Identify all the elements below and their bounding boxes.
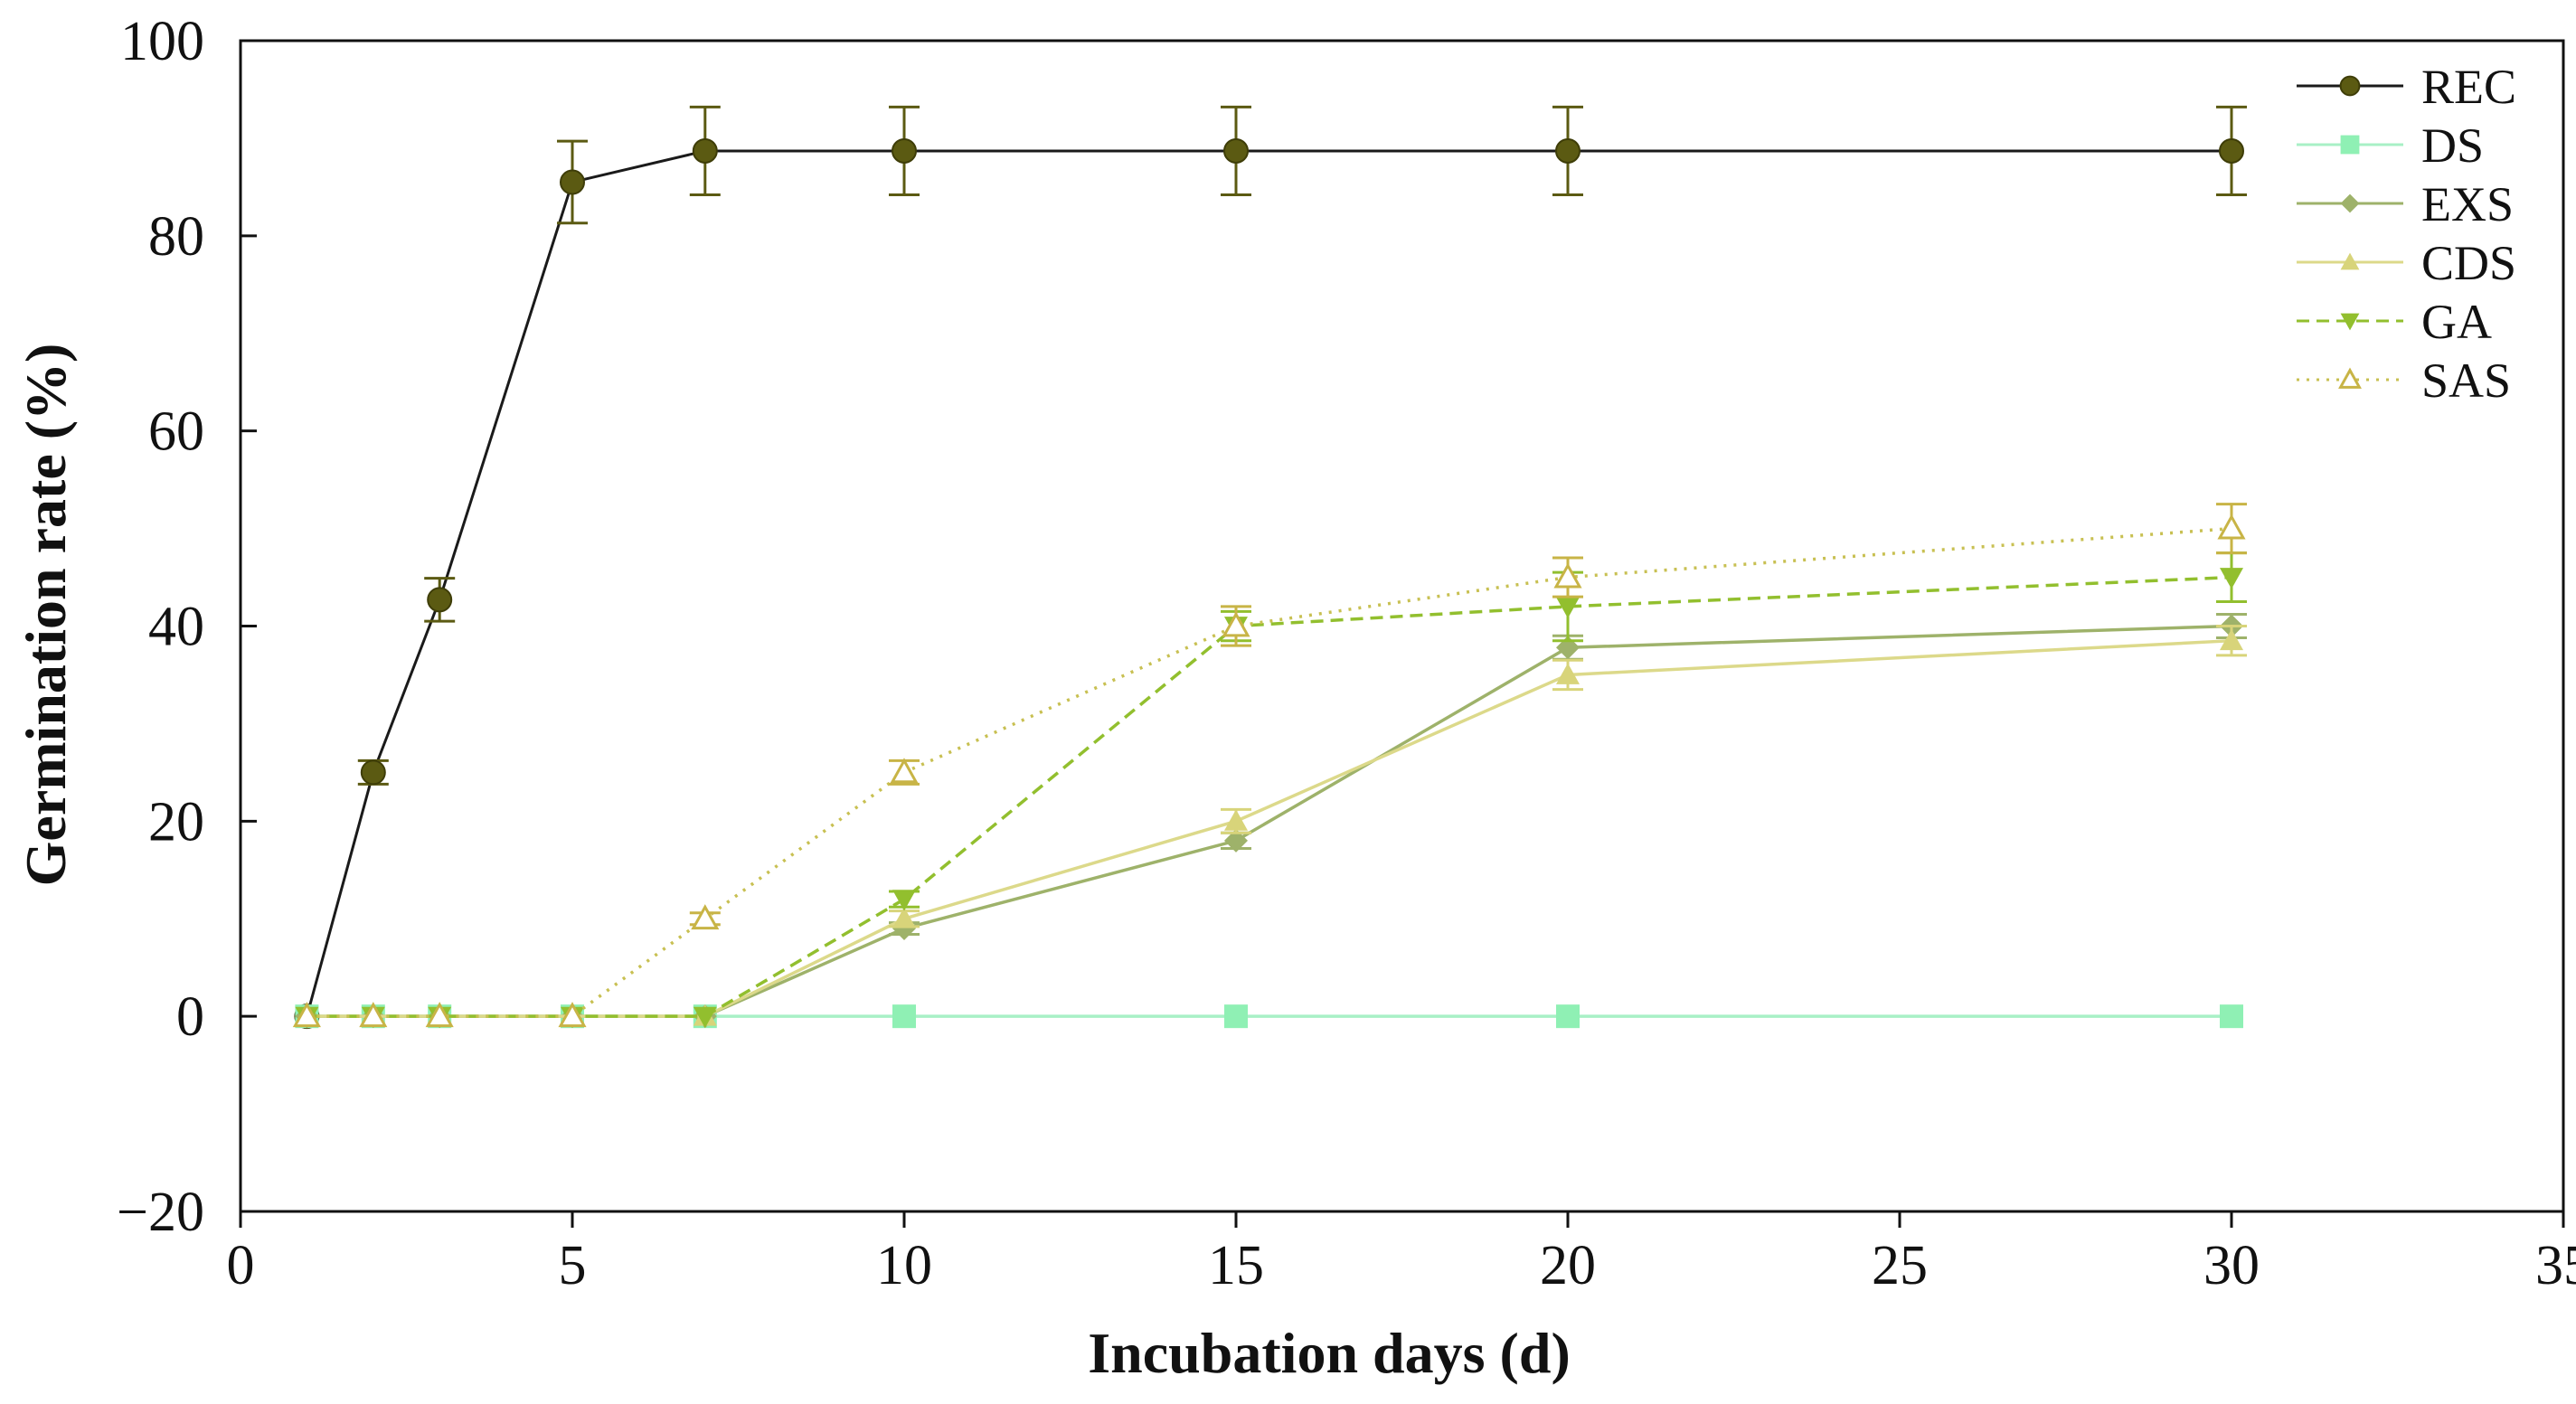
data-point-rec bbox=[2219, 137, 2244, 164]
legend-item-rec: REC bbox=[2297, 60, 2516, 114]
x-tick-label: 20 bbox=[1540, 1235, 1596, 1296]
series-ga bbox=[295, 551, 2247, 1029]
legend-marker-exs bbox=[2340, 193, 2360, 213]
data-point-sas bbox=[292, 1002, 321, 1028]
data-point-sas bbox=[359, 1002, 388, 1028]
y-tick-label: 40 bbox=[148, 597, 204, 658]
data-point-rec bbox=[892, 137, 917, 164]
legend-label-cds: CDS bbox=[2421, 236, 2516, 290]
data-point-sas bbox=[1222, 611, 1250, 637]
data-point-ds bbox=[1556, 1004, 1580, 1029]
data-point-sas bbox=[425, 1002, 454, 1028]
data-point-sas bbox=[2217, 514, 2246, 540]
series-line-exs bbox=[307, 624, 2232, 1018]
legend-label-ds: DS bbox=[2421, 118, 2484, 173]
data-point-ga bbox=[892, 890, 916, 911]
legend-item-sas: SAS bbox=[2297, 353, 2511, 408]
y-tick-label: −20 bbox=[117, 1182, 204, 1243]
x-tick-label: 30 bbox=[2203, 1235, 2260, 1296]
legend-item-ds: DS bbox=[2297, 118, 2484, 173]
legend-marker-ds bbox=[2340, 135, 2360, 155]
x-tick-label: 35 bbox=[2535, 1235, 2576, 1296]
y-tick-label: 60 bbox=[148, 401, 204, 463]
data-point-rec bbox=[1555, 137, 1581, 164]
series-sas bbox=[292, 503, 2247, 1028]
series-line-ga bbox=[307, 575, 2232, 1018]
legend-label-sas: SAS bbox=[2421, 353, 2511, 408]
legend-item-ga: GA bbox=[2297, 295, 2492, 349]
data-point-cds bbox=[2220, 628, 2243, 651]
data-point-rec bbox=[1223, 137, 1249, 164]
legend-marker-ga bbox=[2340, 313, 2360, 331]
data-point-sas bbox=[558, 1002, 587, 1028]
x-tick-label: 15 bbox=[1208, 1235, 1264, 1296]
legend-marker-rec bbox=[2339, 75, 2361, 97]
data-point-sas bbox=[691, 904, 720, 930]
data-series bbox=[292, 105, 2247, 1030]
data-point-rec bbox=[360, 759, 386, 786]
data-point-exs bbox=[1224, 828, 1248, 853]
series-line-rec bbox=[305, 149, 2232, 1017]
legend-label-ga: GA bbox=[2421, 295, 2492, 349]
legend-label-exs: EXS bbox=[2421, 177, 2514, 231]
legend-label-rec: REC bbox=[2421, 60, 2516, 114]
x-tick-label: 5 bbox=[559, 1235, 587, 1296]
series-rec bbox=[294, 105, 2247, 1030]
data-point-ga bbox=[2220, 568, 2243, 589]
y-tick-label: 0 bbox=[176, 986, 204, 1048]
x-tick-label: 25 bbox=[1872, 1235, 1928, 1296]
data-point-cds bbox=[1224, 809, 1248, 831]
legend-marker-cds bbox=[2340, 252, 2360, 270]
legend-marker-sas bbox=[2338, 367, 2362, 389]
data-point-cds bbox=[1556, 663, 1580, 684]
x-tick-label: 10 bbox=[876, 1235, 932, 1296]
x-axis-title: Incubation days (d) bbox=[1088, 1321, 1571, 1385]
data-point-rec bbox=[692, 137, 718, 164]
series-line-cds bbox=[307, 638, 2232, 1018]
data-point-ds bbox=[2220, 1004, 2243, 1029]
data-point-ga bbox=[693, 1006, 717, 1029]
y-tick-label: 20 bbox=[148, 791, 204, 853]
legend-item-exs: EXS bbox=[2297, 177, 2514, 231]
data-point-ga bbox=[1556, 597, 1580, 618]
data-point-sas bbox=[1553, 562, 1582, 589]
x-tick-label: 0 bbox=[227, 1235, 255, 1296]
series-exs bbox=[295, 613, 2247, 1029]
series-cds bbox=[295, 625, 2247, 1026]
data-point-ds bbox=[892, 1004, 916, 1029]
data-point-ds bbox=[1224, 1004, 1248, 1029]
data-point-rec bbox=[560, 169, 585, 195]
y-tick-label: 80 bbox=[148, 206, 204, 268]
data-point-rec bbox=[427, 587, 453, 613]
data-point-sas bbox=[890, 758, 919, 784]
y-tick-label: 100 bbox=[120, 11, 204, 72]
series-line-sas bbox=[307, 526, 2232, 1018]
legend-item-cds: CDS bbox=[2297, 236, 2516, 290]
axis-ticks: 0 5 10 15 20 25 30 35 −20 0 20 40 60 80 100 bbox=[117, 11, 2576, 1296]
data-point-cds bbox=[892, 907, 916, 928]
y-axis-title: Germination rate (%) bbox=[14, 344, 78, 887]
